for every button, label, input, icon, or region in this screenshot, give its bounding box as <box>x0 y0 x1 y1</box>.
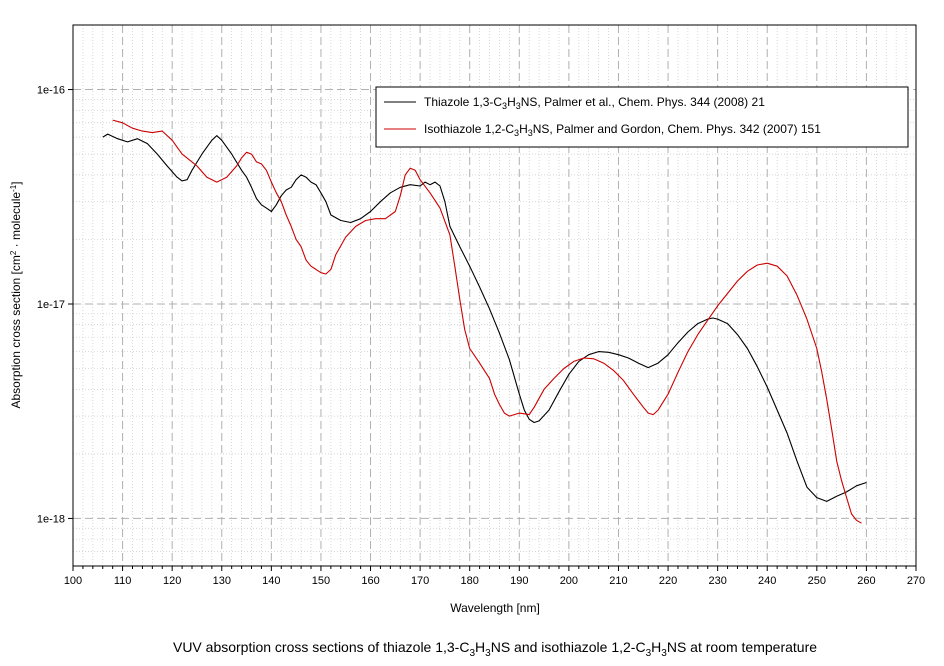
y-axis: 1e-18 1e-17 1e-16 <box>37 85 73 525</box>
x-tick-label: 210 <box>609 575 627 587</box>
series-line-thiazole <box>102 133 867 502</box>
x-axis-label: Wavelength [nm] <box>450 601 540 615</box>
y-tick-label: 1e-17 <box>37 299 65 311</box>
x-tick-label: 180 <box>461 575 479 587</box>
legend-box <box>375 86 909 148</box>
x-tick-label: 150 <box>312 575 330 587</box>
legend: Thiazole 1,3-C3H3NS, Palmer et al., Chem… <box>375 86 909 148</box>
x-tick-label: 160 <box>361 575 379 587</box>
y-tick-label: 1e-16 <box>37 85 65 97</box>
legend-entry-isothiazole: Isothiazole 1,2-C3H3NS, Palmer and Gordo… <box>424 122 821 138</box>
figure-caption: VUV absorption cross sections of thiazol… <box>173 639 817 659</box>
x-tick-label: 140 <box>262 575 280 587</box>
x-tick-label: 100 <box>64 575 82 587</box>
y-tick-label: 1e-18 <box>37 513 65 525</box>
x-tick-label: 170 <box>411 575 429 587</box>
x-tick-label: 200 <box>560 575 578 587</box>
x-tick-label: 270 <box>907 575 925 587</box>
x-tick-label: 110 <box>114 575 132 587</box>
x-tick-label: 220 <box>659 575 677 587</box>
x-tick-label: 230 <box>708 575 726 587</box>
y-axis-label: Absorption cross section [cm2 · molecule… <box>9 181 23 408</box>
series-line-isothiazole <box>112 119 862 524</box>
x-axis: 100 110 120 130 140 150 160 170 180 190 200 210 220 2… <box>64 566 925 587</box>
x-tick-label: 190 <box>510 575 528 587</box>
legend-entry-thiazole: Thiazole 1,3-C3H3NS, Palmer et al., Chem… <box>424 95 765 111</box>
x-tick-label: 120 <box>163 575 181 587</box>
x-tick-label: 260 <box>857 575 875 587</box>
x-tick-label: 250 <box>808 575 826 587</box>
series-layer <box>102 119 867 524</box>
x-tick-label: 130 <box>213 575 231 587</box>
plot-frame <box>72 24 917 567</box>
x-tick-label: 240 <box>758 575 776 587</box>
